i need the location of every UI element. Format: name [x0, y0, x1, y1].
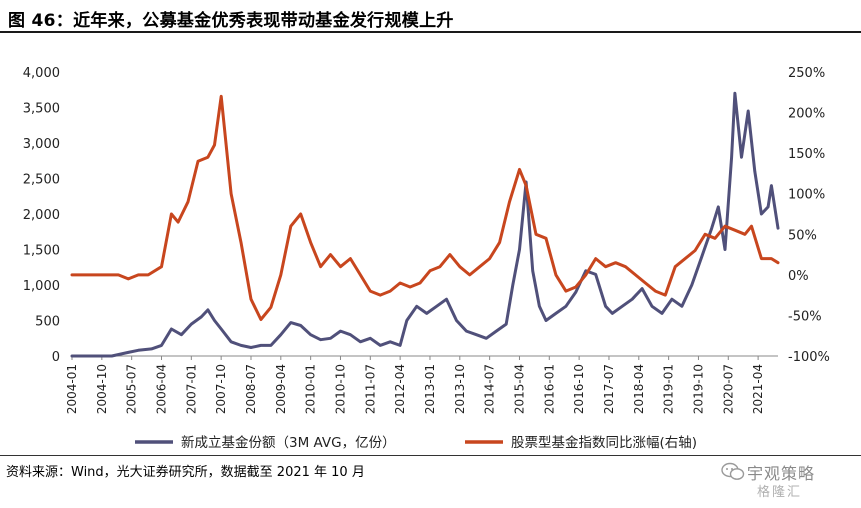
line-chart: 05001,0001,5002,0002,5003,0003,5004,000 … — [23, 66, 830, 451]
left-tick-label: 1,000 — [23, 279, 60, 294]
source-note: 资料来源：Wind，光大证券研究所，数据截至 2021 年 10 月 — [6, 465, 365, 480]
title-rule — [0, 31, 861, 33]
x-tick-label: 2010-10 — [333, 364, 347, 414]
series-line-left — [70, 91, 780, 358]
x-tick-label: 2008-07 — [244, 364, 258, 414]
x-tick-label: 2017-07 — [602, 364, 616, 414]
left-tick-label: 1,500 — [23, 244, 60, 259]
x-tick-label: 2020-07 — [721, 364, 735, 414]
right-tick-label: 100% — [788, 188, 825, 203]
x-tick-label: 2004-10 — [95, 364, 109, 414]
footer-rule — [0, 455, 861, 456]
chart-legend: 新成立基金份额（3M AVG，亿份） 股票型基金指数同比涨幅(右轴) — [135, 434, 697, 451]
right-tick-label: 50% — [788, 228, 817, 243]
right-axis-ticks: -100% -50% 0% 50% 100% 150% 200% 250% — [788, 66, 830, 365]
left-tick-label: 3,000 — [23, 137, 60, 152]
right-tick-label: 150% — [788, 147, 825, 162]
x-tick-label: 2018-04 — [632, 364, 646, 414]
watermark-subtext: 格隆汇 — [757, 485, 803, 500]
legend-label: 股票型基金指数同比涨幅(右轴) — [511, 434, 697, 451]
wechat-logo-icon — [721, 462, 745, 480]
x-tick-label: 2014-07 — [483, 364, 497, 414]
x-tick-label: 2015-04 — [512, 364, 526, 414]
right-tick-label: 250% — [788, 66, 825, 81]
right-tick-label: -50% — [788, 309, 822, 324]
watermark: 宇观策略 格隆汇 — [719, 458, 847, 502]
x-tick-label: 2019-01 — [662, 364, 676, 414]
left-axis-ticks: 0 500 1,000 1,500 2,000 2,500 3,000 3,500 4,000 — [23, 66, 60, 365]
right-tick-label: -100% — [788, 350, 830, 365]
x-tick-label: 2007-01 — [184, 364, 198, 414]
legend-label: 新成立基金份额（3M AVG，亿份） — [181, 434, 396, 451]
x-tick-label: 2016-10 — [572, 364, 586, 414]
x-tick-label: 2021-04 — [751, 364, 765, 414]
watermark-text: 宇观策略 — [747, 464, 816, 483]
x-tick-label: 2011-07 — [363, 364, 377, 414]
x-tick-label: 2013-01 — [423, 364, 437, 414]
x-tick-label: 2016-01 — [542, 364, 556, 414]
x-tick-label: 2005-07 — [125, 364, 139, 414]
x-tick-label: 2010-01 — [304, 364, 318, 414]
x-tick-label: 2013-10 — [453, 364, 467, 414]
series-lines — [70, 91, 780, 358]
series-line-right — [70, 94, 780, 321]
page-title: 图 46：近年来，公募基金优秀表现带动基金发行规模上升 — [8, 11, 454, 31]
x-tick-label: 2009-04 — [274, 364, 288, 414]
right-tick-label: 200% — [788, 107, 825, 122]
left-tick-label: 4,000 — [23, 66, 60, 81]
left-tick-label: 2,000 — [23, 208, 60, 223]
x-axis-ticks: 2004-01 2004-10 2005-07 2006-04 2007-01 2007-… — [65, 356, 765, 414]
x-tick-label: 2004-01 — [65, 364, 79, 414]
x-tick-label: 2006-04 — [154, 364, 168, 414]
left-tick-label: 0 — [52, 350, 60, 365]
right-tick-label: 0% — [788, 269, 809, 284]
left-tick-label: 3,500 — [23, 102, 60, 117]
left-tick-label: 500 — [35, 315, 60, 330]
left-tick-label: 2,500 — [23, 173, 60, 188]
x-tick-label: 2019-10 — [691, 364, 705, 414]
x-tick-label: 2012-04 — [393, 364, 407, 414]
x-tick-label: 2007-10 — [214, 364, 228, 414]
